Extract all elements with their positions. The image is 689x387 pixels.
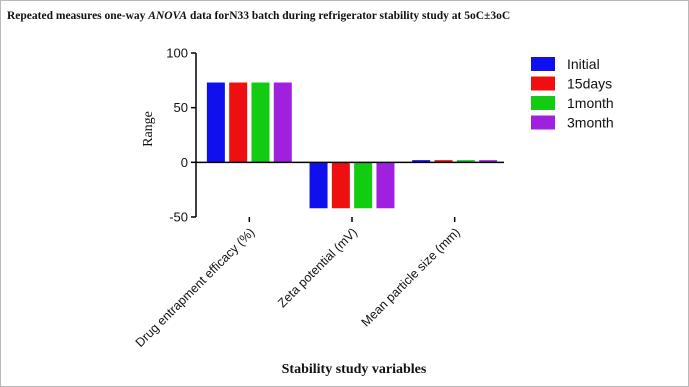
x-category-label: Mean particle size (mm) — [359, 225, 463, 329]
x-axis-label: Stability study variables — [282, 362, 427, 377]
legend-label: 15days — [567, 76, 612, 92]
legend-swatch — [531, 76, 555, 91]
bars-group — [206, 82, 498, 209]
chart-title-part: ANOVA — [147, 10, 187, 22]
bar-3month-1 — [273, 82, 292, 163]
bar-1month-3 — [456, 160, 475, 163]
legend-item-3month: 3month — [531, 115, 614, 131]
bar-1month-1 — [251, 82, 270, 163]
bar-initial-2 — [309, 162, 328, 209]
chart-title-part: Repeated measures one-way — [7, 10, 148, 22]
bar-1month-2 — [354, 162, 373, 209]
y-tick-label: -50 — [169, 210, 188, 225]
legend: Initial 15days 1month 3month — [531, 56, 614, 131]
y-tick-label: 50 — [174, 100, 188, 115]
plot-area: -50 0 50 100 Drug entrapment efficacy (%) Ze… — [133, 46, 504, 350]
bar-15days-2 — [331, 162, 350, 209]
legend-swatch — [531, 115, 555, 130]
legend-item-15days: 15days — [531, 76, 612, 92]
y-tick-label: 100 — [166, 46, 188, 61]
chart-title-part: data forN33 batch during refrigerator st… — [187, 10, 510, 22]
legend-item-initial: Initial — [531, 56, 600, 72]
legend-label: 3month — [567, 115, 614, 131]
legend-label: 1month — [567, 95, 614, 111]
bar-15days-3 — [434, 160, 453, 163]
bar-initial-1 — [206, 82, 225, 163]
x-ticks: Drug entrapment efficacy (%) Zeta potenti… — [133, 217, 463, 350]
legend-label: Initial — [567, 56, 600, 72]
legend-swatch — [531, 96, 555, 110]
bar-3month-3 — [479, 160, 498, 163]
x-category-label: Drug entrapment efficacy (%) — [133, 225, 258, 350]
legend-swatch — [531, 57, 555, 71]
bar-3month-2 — [376, 162, 395, 209]
chart-title: Repeated measures one-way ANOVA data for… — [7, 10, 510, 22]
legend-item-1month: 1month — [531, 95, 614, 111]
y-axis-label: Range — [141, 111, 156, 147]
y-ticks: -50 0 50 100 — [166, 46, 196, 225]
y-tick-label: 0 — [181, 155, 188, 170]
bar-initial-3 — [412, 160, 431, 163]
x-category-label: Zeta potential (mV) — [275, 225, 360, 310]
bar-15days-1 — [229, 82, 248, 163]
